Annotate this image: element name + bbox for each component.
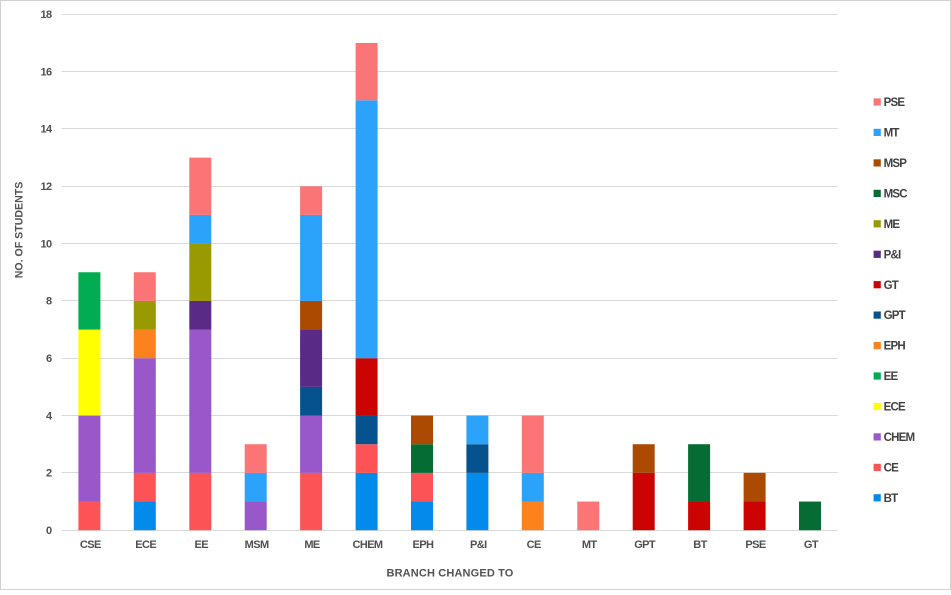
svg-text:0: 0 <box>46 525 52 537</box>
svg-text:18: 18 <box>40 9 52 21</box>
svg-text:EE: EE <box>194 539 208 551</box>
svg-text:EPH: EPH <box>884 341 906 353</box>
svg-text:EE: EE <box>884 371 899 383</box>
svg-text:CSE: CSE <box>80 539 101 551</box>
svg-text:ECE: ECE <box>884 402 906 414</box>
svg-text:PSE: PSE <box>745 539 765 551</box>
svg-text:GT: GT <box>884 280 899 292</box>
svg-text:MT: MT <box>582 539 598 551</box>
svg-text:16: 16 <box>40 66 52 78</box>
svg-text:P&I: P&I <box>884 249 901 261</box>
svg-text:ME: ME <box>304 539 320 551</box>
svg-text:BT: BT <box>884 493 899 505</box>
svg-text:MSM: MSM <box>245 539 269 551</box>
svg-text:CHEM: CHEM <box>353 539 383 551</box>
svg-text:CE: CE <box>884 463 900 475</box>
svg-text:12: 12 <box>40 181 52 193</box>
svg-text:MSC: MSC <box>884 188 908 200</box>
svg-text:BT: BT <box>693 539 707 551</box>
svg-text:GPT: GPT <box>634 539 656 551</box>
svg-text:MSP: MSP <box>884 158 908 170</box>
svg-text:10: 10 <box>40 238 52 250</box>
svg-text:MT: MT <box>884 128 900 140</box>
svg-text:4: 4 <box>46 410 53 422</box>
svg-text:P&I: P&I <box>470 539 487 551</box>
svg-text:ECE: ECE <box>135 539 156 551</box>
svg-text:BRANCH CHANGED TO: BRANCH CHANGED TO <box>386 568 513 580</box>
svg-text:8: 8 <box>46 296 52 308</box>
svg-text:14: 14 <box>40 124 53 136</box>
svg-text:GPT: GPT <box>884 310 906 322</box>
svg-text:CHEM: CHEM <box>884 432 915 444</box>
svg-text:6: 6 <box>46 353 52 365</box>
svg-text:2: 2 <box>46 468 52 480</box>
svg-text:NO. OF STUDENTS: NO. OF STUDENTS <box>14 182 26 279</box>
svg-text:GT: GT <box>804 539 819 551</box>
svg-text:ME: ME <box>884 219 901 231</box>
svg-text:CE: CE <box>527 539 541 551</box>
svg-text:PSE: PSE <box>884 97 906 109</box>
svg-text:EPH: EPH <box>412 539 433 551</box>
